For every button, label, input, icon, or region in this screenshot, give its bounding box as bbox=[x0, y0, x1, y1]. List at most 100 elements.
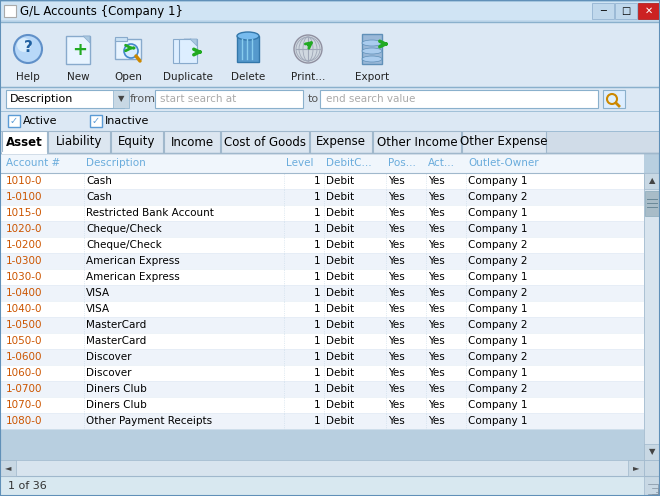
Bar bbox=[155, 90, 303, 108]
Text: G/L Accounts {Company 1}: G/L Accounts {Company 1} bbox=[20, 4, 183, 17]
Bar bbox=[0, 349, 644, 365]
Text: ►: ► bbox=[633, 463, 640, 473]
Circle shape bbox=[294, 35, 322, 63]
Bar bbox=[115, 37, 127, 41]
Text: Debit: Debit bbox=[326, 416, 354, 426]
Text: Expense: Expense bbox=[316, 135, 366, 148]
Text: Pos...: Pos... bbox=[388, 158, 416, 168]
Text: MasterCard: MasterCard bbox=[86, 336, 147, 346]
Text: ✓: ✓ bbox=[10, 116, 18, 126]
Text: 1010-0: 1010-0 bbox=[6, 176, 42, 186]
Bar bbox=[628, 460, 644, 476]
Polygon shape bbox=[83, 36, 90, 43]
Text: 1030-0: 1030-0 bbox=[6, 272, 42, 282]
Bar bbox=[462, 131, 546, 153]
Text: ✕: ✕ bbox=[645, 6, 653, 16]
Text: Equity: Equity bbox=[118, 135, 156, 148]
Bar bbox=[0, 301, 644, 317]
Text: 1: 1 bbox=[314, 256, 320, 266]
Text: Company 1: Company 1 bbox=[468, 416, 527, 426]
Text: Yes: Yes bbox=[428, 304, 445, 314]
Bar bbox=[4, 5, 16, 17]
Text: Level: Level bbox=[286, 158, 313, 168]
Text: Debit: Debit bbox=[326, 384, 354, 394]
Text: Yes: Yes bbox=[388, 256, 405, 266]
Circle shape bbox=[124, 44, 138, 58]
Text: 1-0500: 1-0500 bbox=[6, 320, 42, 330]
Bar bbox=[6, 90, 124, 108]
Text: Debit: Debit bbox=[326, 400, 354, 410]
Text: Company 2: Company 2 bbox=[468, 320, 527, 330]
Text: Company 1: Company 1 bbox=[468, 176, 527, 186]
Text: Cash: Cash bbox=[86, 192, 112, 202]
Text: end search value: end search value bbox=[326, 94, 415, 104]
Bar bbox=[644, 173, 660, 460]
Text: Other Payment Receipts: Other Payment Receipts bbox=[86, 416, 212, 426]
Text: ◄: ◄ bbox=[5, 463, 11, 473]
Bar bbox=[48, 131, 110, 153]
Bar bbox=[0, 476, 660, 496]
Text: Company 1: Company 1 bbox=[468, 400, 527, 410]
Bar bbox=[0, 87, 660, 111]
Text: 1: 1 bbox=[314, 336, 320, 346]
Bar bbox=[164, 131, 220, 153]
Text: Yes: Yes bbox=[428, 368, 445, 378]
Bar bbox=[603, 90, 625, 108]
Bar bbox=[644, 173, 660, 189]
Bar bbox=[221, 131, 309, 153]
Text: Yes: Yes bbox=[388, 288, 405, 298]
Text: Company 1: Company 1 bbox=[468, 208, 527, 218]
Text: Yes: Yes bbox=[428, 336, 445, 346]
Text: Company 2: Company 2 bbox=[468, 384, 527, 394]
Text: start search at: start search at bbox=[160, 94, 236, 104]
Text: Act...: Act... bbox=[428, 158, 455, 168]
Bar bbox=[645, 191, 659, 216]
Text: Description: Description bbox=[86, 158, 146, 168]
Text: 1-0100: 1-0100 bbox=[6, 192, 42, 202]
Bar bbox=[113, 90, 129, 108]
Text: Company 2: Company 2 bbox=[468, 240, 527, 250]
Text: Discover: Discover bbox=[86, 368, 131, 378]
Text: Company 2: Company 2 bbox=[468, 288, 527, 298]
Text: 1080-0: 1080-0 bbox=[6, 416, 42, 426]
Text: New: New bbox=[67, 72, 89, 82]
Text: Yes: Yes bbox=[428, 384, 445, 394]
Text: Yes: Yes bbox=[388, 304, 405, 314]
Text: MasterCard: MasterCard bbox=[86, 320, 147, 330]
Bar bbox=[0, 153, 644, 173]
Text: 1-0600: 1-0600 bbox=[6, 352, 42, 362]
Text: ✓: ✓ bbox=[92, 116, 100, 126]
Polygon shape bbox=[184, 39, 191, 46]
Circle shape bbox=[17, 38, 31, 52]
Text: +: + bbox=[73, 41, 88, 59]
Bar bbox=[644, 460, 660, 496]
Bar bbox=[0, 131, 660, 153]
Bar bbox=[0, 173, 644, 189]
FancyBboxPatch shape bbox=[66, 36, 90, 64]
Bar bbox=[111, 131, 163, 153]
Bar bbox=[90, 115, 102, 127]
Text: Yes: Yes bbox=[388, 320, 405, 330]
Text: 1-0400: 1-0400 bbox=[6, 288, 42, 298]
Bar bbox=[0, 333, 644, 349]
Bar bbox=[8, 115, 20, 127]
Text: 1: 1 bbox=[314, 208, 320, 218]
Bar bbox=[0, 0, 660, 22]
Text: 1050-0: 1050-0 bbox=[6, 336, 42, 346]
Text: 1: 1 bbox=[314, 384, 320, 394]
Text: Debit: Debit bbox=[326, 352, 354, 362]
Text: 1: 1 bbox=[314, 368, 320, 378]
Text: 1: 1 bbox=[314, 352, 320, 362]
Text: Company 1: Company 1 bbox=[468, 224, 527, 234]
Text: 1: 1 bbox=[314, 288, 320, 298]
Bar bbox=[320, 90, 598, 108]
Text: Asset: Asset bbox=[6, 135, 42, 148]
Text: 1070-0: 1070-0 bbox=[6, 400, 42, 410]
Text: Debit: Debit bbox=[326, 320, 354, 330]
Circle shape bbox=[607, 94, 617, 104]
Text: Yes: Yes bbox=[428, 176, 445, 186]
Text: Diners Club: Diners Club bbox=[86, 384, 147, 394]
FancyBboxPatch shape bbox=[173, 39, 191, 63]
Text: Yes: Yes bbox=[388, 336, 405, 346]
Text: Liability: Liability bbox=[55, 135, 102, 148]
